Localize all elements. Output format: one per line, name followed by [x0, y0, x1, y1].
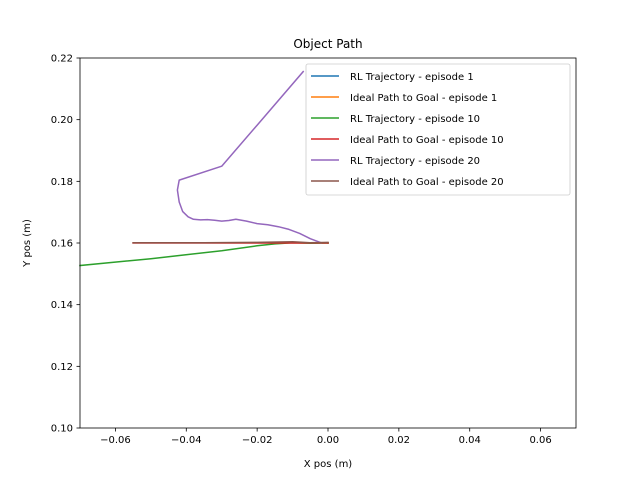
legend-label-2: Ideal Path to Goal - episode 1 — [350, 93, 497, 104]
x-tick-label: −0.02 — [242, 435, 273, 446]
legend: RL Trajectory - episode 1 Ideal Path to G… — [305, 63, 571, 196]
y-axis-ticks: 0.10 0.12 0.14 0.16 0.18 0.20 0.22 — [51, 54, 80, 435]
y-tick-label: 0.22 — [51, 54, 73, 65]
legend-label-5: RL Trajectory - episode 20 — [350, 156, 480, 167]
y-tick-label: 0.20 — [51, 115, 73, 126]
x-tick-label: −0.04 — [171, 435, 202, 446]
x-axis-ticks: −0.06 −0.04 −0.02 0.00 0.02 0.04 0.06 — [100, 428, 552, 446]
y-tick-label: 0.16 — [51, 239, 73, 250]
y-tick-label: 0.12 — [51, 362, 73, 373]
chart-title: Object Path — [293, 37, 362, 51]
y-axis-label: Y pos (m) — [22, 219, 33, 268]
x-tick-label: −0.06 — [100, 435, 131, 446]
x-tick-label: 0.06 — [529, 435, 551, 446]
y-tick-label: 0.14 — [51, 300, 73, 311]
x-tick-label: 0.04 — [459, 435, 481, 446]
y-tick-label: 0.18 — [51, 177, 73, 188]
x-tick-label: 0.02 — [388, 435, 410, 446]
plot-frame — [79, 57, 577, 429]
series-line-5 — [176, 70, 322, 244]
legend-box — [305, 63, 571, 196]
legend-label-1: RL Trajectory - episode 1 — [350, 72, 474, 83]
legend-label-3: RL Trajectory - episode 10 — [350, 114, 480, 125]
plot-lines — [79, 70, 329, 267]
x-axis-label: X pos (m) — [304, 459, 353, 470]
y-tick-label: 0.10 — [51, 424, 73, 435]
x-tick-label: 0.00 — [317, 435, 339, 446]
legend-label-4: Ideal Path to Goal - episode 10 — [350, 135, 504, 146]
legend-label-6: Ideal Path to Goal - episode 20 — [350, 177, 504, 188]
series-line-6 — [132, 241, 329, 244]
